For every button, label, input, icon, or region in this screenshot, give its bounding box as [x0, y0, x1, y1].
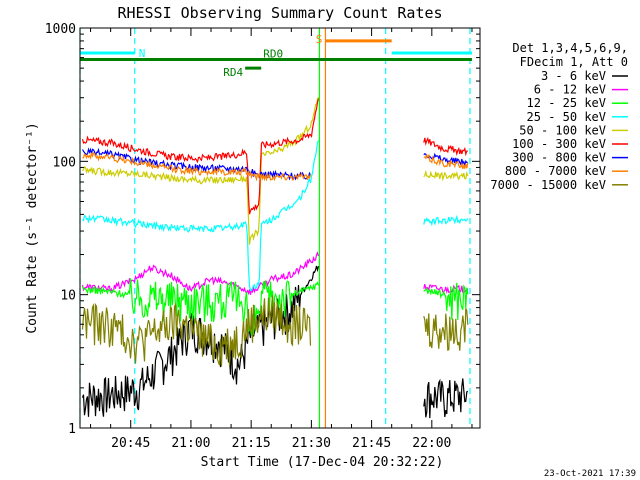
legend: Det 1,3,4,5,6,9, FDecim 1, Att 0 3 - 6 k…: [490, 41, 628, 192]
plot-frame: [79, 27, 481, 429]
x-axis-label: Start Time (17-Dec-04 20:32:22): [201, 455, 444, 470]
series-line: [82, 139, 469, 291]
series-line: [81, 278, 469, 336]
x-tick-label: 21:30: [292, 436, 331, 451]
series-line: [81, 295, 469, 367]
legend-label: 800 - 7000 keV: [505, 164, 606, 178]
x-tick-label: 21:00: [171, 436, 210, 451]
legend-label: 50 - 100 keV: [519, 123, 606, 137]
legend-label: 12 - 25 keV: [527, 96, 606, 110]
legend-label: 100 - 300 keV: [512, 137, 606, 151]
timestamp: 23-Oct-2021 17:39: [544, 469, 636, 479]
annotation-label: S: [316, 33, 323, 46]
x-tick-label: 20:45: [111, 436, 150, 451]
x-tick-label: 22:00: [412, 436, 451, 451]
legend-label: 3 - 6 keV: [541, 69, 606, 83]
x-tick-label: 21:45: [352, 436, 391, 451]
legend-label: 300 - 800 keV: [512, 151, 606, 165]
series-line: [81, 251, 469, 296]
legend-header-line-2: FDecim 1, Att 0: [520, 55, 628, 69]
legend-header-line-1: Det 1,3,4,5,6,9,: [512, 41, 628, 55]
x-axis: 20:45 21:00 21:15 21:30 21:45 22:00: [90, 28, 473, 451]
annotation-bars: N S RD0 RD4: [80, 33, 472, 79]
y-axis: 1 10 100 1000: [45, 22, 480, 437]
annotation-label: RD4: [223, 66, 243, 79]
annotation-label: N: [139, 47, 146, 60]
series-line: [82, 151, 469, 182]
y-tick-label: 1: [68, 422, 76, 437]
legend-label: 25 - 50 keV: [527, 110, 606, 124]
y-tick-label: 10: [60, 289, 76, 304]
y-tick-label: 1000: [45, 22, 76, 37]
data-series: [81, 96, 469, 419]
x-tick-label: 21:15: [232, 436, 271, 451]
y-axis-label: Count Rate (s⁻¹ detector⁻¹): [25, 122, 40, 333]
series-line: [82, 96, 469, 245]
series-line: [81, 98, 468, 215]
legend-label: 7000 - 15000 keV: [490, 178, 606, 192]
chart-title: RHESSI Observing Summary Count Rates: [117, 4, 442, 22]
y-tick-label: 100: [53, 155, 76, 170]
legend-label: 6 - 12 keV: [534, 83, 606, 97]
annotation-label: RD0: [263, 48, 283, 61]
